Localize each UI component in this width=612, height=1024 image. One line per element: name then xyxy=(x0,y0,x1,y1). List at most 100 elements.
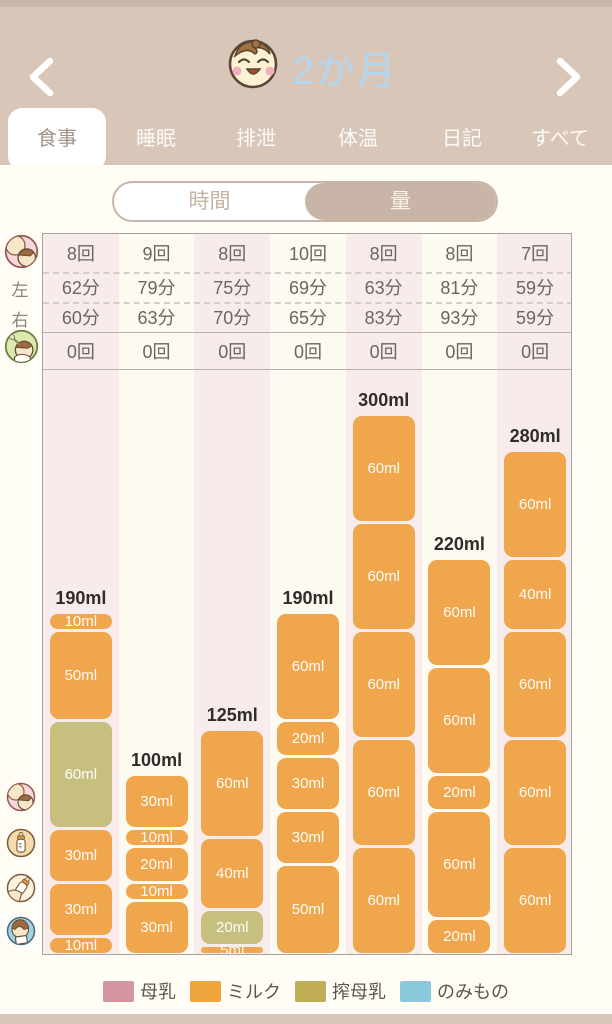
bar-segment-label: 30ml xyxy=(291,829,325,846)
baby-food-icon xyxy=(4,329,39,364)
left-breast-row-label: 左 xyxy=(11,281,29,300)
bar-segment-milk: 50ml xyxy=(49,632,112,719)
tab-item-0[interactable]: 食事 xyxy=(8,108,106,170)
bar-total-label: 300ml xyxy=(358,390,410,410)
bar-segment-milk: 30ml xyxy=(125,776,188,827)
breast-count-cell: 8回 xyxy=(369,244,398,264)
bar-segment-label: 30ml xyxy=(64,901,98,918)
legend-item: 搾母乳 xyxy=(295,978,386,1004)
breastfeeding-icon xyxy=(4,234,39,269)
bar-segment-label: 10ml xyxy=(64,613,98,630)
legend-swatch xyxy=(103,980,134,1002)
breast-count-cell: 9回 xyxy=(142,244,171,264)
bar-segment-label: 60ml xyxy=(291,658,325,675)
legend-label: のみもの xyxy=(437,982,509,1002)
breast-count-cell: 8回 xyxy=(445,244,474,264)
breast-count-row: 8回 9回 8回 10回 8回 8回 7回 xyxy=(43,234,571,272)
bar-segment-label: 20ml xyxy=(291,730,325,747)
tab-item-5[interactable]: すべて xyxy=(531,128,589,150)
row-divider xyxy=(43,369,571,370)
tab-item-1[interactable]: 睡眠 xyxy=(136,128,176,150)
right-minutes-cell: 63分 xyxy=(137,308,176,328)
bar-segment-label: 60ml xyxy=(518,892,552,909)
bar-segment-expressed: 20ml xyxy=(201,911,264,944)
bar-segment-milk: 10ml xyxy=(125,883,188,900)
bar-total-label: 125ml xyxy=(206,705,258,725)
bar-segment-milk: 20ml xyxy=(428,776,491,809)
bar-segment-milk: 60ml xyxy=(352,848,415,953)
bar-segment-label: 30ml xyxy=(291,775,325,792)
header: 2か月 食事 睡眠 排泄 体温 日記 すべて xyxy=(0,0,612,170)
milk-bottle-icon xyxy=(6,828,36,858)
page-title: 2か月 xyxy=(292,50,398,93)
bar-segment-label: 10ml xyxy=(140,883,173,900)
bar-segment-milk: 60ml xyxy=(352,632,415,737)
bar-segment-label: 60ml xyxy=(216,775,249,792)
bar-segment-label: 50ml xyxy=(64,667,98,684)
breast-count-cell: 10回 xyxy=(288,244,327,264)
bar-segment-milk: 30ml xyxy=(49,884,112,935)
right-minutes-cell: 93分 xyxy=(440,308,479,328)
tab-item-3[interactable]: 体温 xyxy=(338,128,378,150)
bar-segment-label: 60ml xyxy=(367,460,400,477)
left-minutes-cell: 79分 xyxy=(137,278,176,298)
bar-segment-milk: 40ml xyxy=(504,560,567,629)
bar-segment-label: 10ml xyxy=(64,937,98,954)
legend-swatch xyxy=(400,980,431,1002)
bar-segment-label: 60ml xyxy=(367,568,400,585)
legend-label: 搾母乳 xyxy=(332,982,386,1002)
row-divider xyxy=(43,332,571,333)
previous-month-button[interactable] xyxy=(24,55,58,99)
right-minutes-row: 60分 63分 70分 65分 83分 93分 59分 xyxy=(43,302,571,332)
toggle-option-time[interactable]: 時間 xyxy=(188,190,231,213)
food-count-cell: 0回 xyxy=(142,341,171,362)
bar-segment-label: 60ml xyxy=(443,604,476,621)
footer-strip xyxy=(0,1014,612,1024)
bar-segment-label: 60ml xyxy=(443,712,476,729)
toggle-option-amount[interactable]: 量 xyxy=(305,183,496,220)
legend-label: 母乳 xyxy=(140,982,176,1002)
food-count-row: 0回 0回 0回 0回 0回 0回 0回 xyxy=(43,332,571,369)
bar-segment-label: 60ml xyxy=(518,784,552,801)
bar-total-label: 280ml xyxy=(509,426,561,446)
bar-segment-milk: 20ml xyxy=(125,848,188,881)
legend-item: ミルク xyxy=(190,978,281,1004)
food-count-cell: 0回 xyxy=(293,341,322,362)
bar-segment-label: 50ml xyxy=(291,901,325,918)
bar-segment-label: 60ml xyxy=(64,766,98,783)
right-minutes-cell: 65分 xyxy=(288,308,327,328)
bar-segment-milk: 60ml xyxy=(428,560,491,665)
bar-segment-milk: 60ml xyxy=(277,614,339,719)
bar-segment-label: 20ml xyxy=(443,784,476,801)
bar-segment-milk: 10ml xyxy=(49,613,112,630)
bar-segment-milk: 50ml xyxy=(277,866,339,953)
bar-segment-milk: 5ml xyxy=(201,943,264,954)
right-breast-row-label: 右 xyxy=(11,311,29,330)
left-minutes-cell: 62分 xyxy=(61,278,100,298)
bar-segment-label: 40ml xyxy=(216,865,249,882)
bar-segment-milk: 60ml xyxy=(504,632,567,737)
legend-swatch xyxy=(295,980,326,1002)
breast-count-cell: 7回 xyxy=(521,244,550,264)
tab-item-4[interactable]: 日記 xyxy=(442,128,482,150)
row-divider xyxy=(43,302,571,304)
bar-segment-label: 40ml xyxy=(518,586,552,603)
food-count-cell: 0回 xyxy=(445,341,474,362)
bar-segment-milk: 60ml xyxy=(352,416,415,521)
bar-segment-label: 60ml xyxy=(443,856,476,873)
left-minutes-cell: 59分 xyxy=(516,278,555,298)
right-minutes-cell: 83分 xyxy=(364,308,403,328)
bar-segment-milk: 20ml xyxy=(277,722,339,755)
legend-swatch xyxy=(190,980,221,1002)
tab-item-2[interactable]: 排泄 xyxy=(236,128,276,150)
next-month-button[interactable] xyxy=(552,55,586,99)
bar-total-label: 190ml xyxy=(282,588,334,608)
left-minutes-cell: 81分 xyxy=(440,278,479,298)
bar-total-label: 220ml xyxy=(433,534,485,554)
bar-segment-milk: 10ml xyxy=(49,937,112,954)
bar-segment-label: 20ml xyxy=(140,856,173,873)
legend-item: のみもの xyxy=(400,978,509,1004)
bar-segment-milk: 60ml xyxy=(428,812,491,917)
food-count-cell: 0回 xyxy=(218,341,247,362)
bar-segment-label: 60ml xyxy=(367,676,400,693)
